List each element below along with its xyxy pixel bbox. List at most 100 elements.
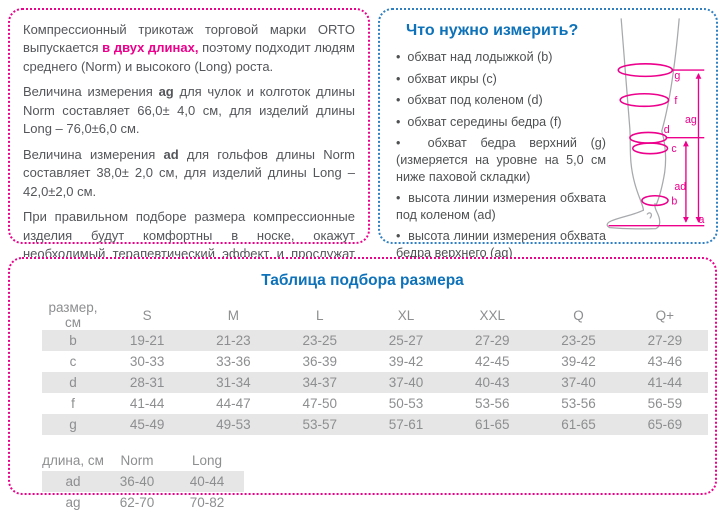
column-header: Norm (120, 453, 154, 468)
column-header: длина, см (42, 453, 104, 468)
size-table-title: Таблица подбора размера (261, 272, 464, 289)
size-cell: 50-53 (388, 396, 424, 411)
row-label: f (71, 396, 75, 411)
table-row: g 45-49 49-53 53-57 57-61 61-65 61-65 65… (42, 414, 708, 435)
column-header: Long (191, 453, 223, 468)
size-cell: 28-31 (104, 372, 191, 393)
intro-p3-ad: ad (163, 146, 179, 162)
intro-paragraph-1: Компрессионный трикотаж торговой марки O… (23, 21, 355, 76)
measurement-title: Что нужно измерить? (406, 22, 579, 39)
table-header-row: длина, см Norm Long (42, 450, 244, 471)
label-a: a (698, 214, 704, 226)
size-cell: 36-39 (302, 354, 337, 369)
size-cell: 49-53 (190, 414, 277, 435)
intro-p1-text: Компрессионный трикотаж торговой марки O… (23, 22, 355, 56)
size-cell: 39-42 (561, 354, 596, 369)
label-f: f (674, 95, 677, 107)
measurement-item: высота линии измерения обхвата бедра вер… (396, 228, 606, 261)
column-header: XXL (479, 307, 506, 323)
column-header: размер, см (48, 300, 98, 330)
size-cell: 40-43 (449, 372, 536, 393)
size-cell: 39-42 (388, 354, 424, 369)
size-cell: 19-21 (104, 330, 191, 351)
intro-p1-text-2: поэтому подходит людям среднего (Norm) и… (23, 40, 355, 74)
intro-p3-text-2: для гольфов длины Norm составляет 38,0± … (23, 146, 355, 199)
label-ad: ad (674, 181, 686, 193)
size-cell: 30-33 (129, 354, 165, 369)
measurement-panel: Что нужно измерить? обхват над лодыжкой … (378, 8, 718, 260)
intro-p2-text-2: для чулок и колготок длины Norm составля… (23, 84, 355, 137)
measurement-item: обхват под коленом (d) (396, 92, 606, 109)
leg-diagram: g f d c b a ad ag (606, 18, 704, 230)
table-header-row: размер, см S M L XL XXL Q Q+ (42, 300, 708, 330)
size-cell: 44-47 (216, 396, 251, 411)
label-d: d (664, 124, 670, 136)
size-table-panel: Таблица подбора размера размер, см S M L… (8, 257, 717, 510)
intro-p3-text: Величина измерения (23, 146, 164, 162)
row-label: b (42, 330, 104, 351)
size-cell: 57-61 (362, 414, 450, 435)
measurement-list: обхват над лодыжкой (b) обхват икры (c) … (396, 49, 606, 262)
column-header: Q+ (655, 307, 675, 323)
size-cell: 53-56 (561, 396, 596, 411)
size-cell: 27-29 (449, 330, 536, 351)
size-cell: 53-57 (276, 414, 363, 435)
table-row: b 19-21 21-23 23-25 25-27 27-29 23-25 27… (42, 330, 708, 351)
ankle-mark (646, 212, 652, 219)
size-cell: 61-65 (535, 414, 622, 435)
size-cell: 41-44 (129, 396, 165, 411)
row-label: c (69, 354, 77, 369)
size-cell: 41-44 (621, 372, 708, 393)
column-header: Q (573, 307, 584, 323)
size-cell: 37-40 (362, 372, 450, 393)
size-cell: 31-34 (190, 372, 277, 393)
table-row: c 30-33 33-36 36-39 39-42 42-45 39-42 43… (42, 351, 708, 372)
table-row: d 28-31 31-34 34-37 37-40 40-43 37-40 41… (42, 372, 708, 393)
table-row: ad 36-40 40-44 (42, 471, 244, 492)
row-label: ad (42, 471, 104, 492)
intro-p1-highlight: в двух длинах, (102, 40, 199, 56)
size-cell: 61-65 (449, 414, 536, 435)
measurement-item: обхват икры (c) (396, 71, 606, 88)
table-row: f 41-44 44-47 47-50 50-53 53-56 53-56 56… (42, 393, 708, 414)
measurement-item: обхват бедра верхний (g) (измеряется на … (396, 135, 606, 185)
row-label: d (42, 372, 104, 393)
measurement-item: обхват середины бедра (f) (396, 114, 606, 131)
size-cell: 65-69 (621, 414, 708, 435)
label-b: b (671, 195, 677, 207)
measurement-ellipse-b (641, 194, 669, 207)
size-table: размер, см S M L XL XXL Q Q+ b 19-21 21-… (42, 300, 708, 435)
column-header: S (142, 307, 152, 323)
size-cell: 42-45 (475, 354, 510, 369)
label-ag: ag (685, 114, 697, 126)
measurement-ellipse-f (619, 92, 670, 108)
label-c: c (671, 143, 677, 155)
length-table: длина, см Norm Long ad 36-40 40-44 ag 62… (42, 450, 244, 513)
size-cell: 33-36 (216, 354, 251, 369)
measurement-item: высота линии измерения обхвата под колен… (396, 190, 606, 223)
intro-paragraph-3: Величина измерения ad для гольфов длины … (23, 146, 355, 201)
size-cell: 37-40 (535, 372, 622, 393)
measurement-ellipse-g (617, 63, 674, 78)
row-label: g (42, 414, 104, 435)
label-g: g (674, 70, 680, 82)
measurement-ellipse-d (629, 131, 668, 144)
size-cell: 56-59 (647, 396, 683, 411)
column-header: L (315, 307, 324, 323)
column-header: XL (397, 307, 415, 323)
leg-outline (606, 18, 680, 230)
intro-paragraph-2: Величина измерения ag для чулок и колгот… (23, 83, 355, 138)
size-cell: 23-25 (276, 330, 363, 351)
measurement-item: обхват над лодыжкой (b) (396, 49, 606, 66)
intro-p2-text: Величина измерения (23, 84, 159, 100)
size-cell: 36-40 (104, 471, 170, 492)
size-cell: 27-29 (621, 330, 708, 351)
size-cell: 47-50 (302, 396, 337, 411)
size-cell: 45-49 (104, 414, 191, 435)
size-cell: 23-25 (535, 330, 622, 351)
size-cell: 40-44 (170, 471, 244, 492)
intro-p2-ag: ag (158, 84, 174, 100)
size-cell: 34-37 (276, 372, 363, 393)
size-cell: 43-46 (647, 354, 683, 369)
column-header: M (227, 307, 240, 323)
